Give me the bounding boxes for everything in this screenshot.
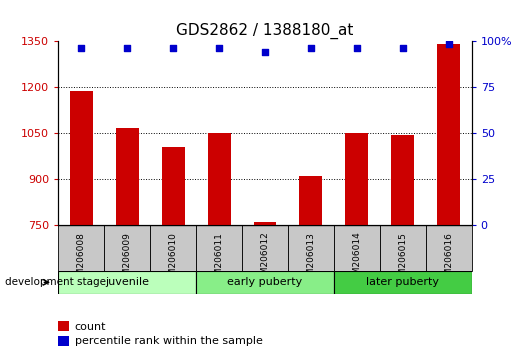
Bar bbox=[437, 44, 460, 225]
Point bbox=[77, 45, 85, 51]
FancyBboxPatch shape bbox=[196, 271, 334, 294]
Text: GSM206010: GSM206010 bbox=[169, 232, 178, 287]
Bar bbox=[346, 133, 368, 225]
Text: juvenile: juvenile bbox=[105, 277, 149, 287]
Text: count: count bbox=[75, 321, 107, 332]
Point bbox=[352, 45, 361, 51]
FancyBboxPatch shape bbox=[242, 225, 288, 271]
Text: early puberty: early puberty bbox=[227, 277, 303, 287]
Point bbox=[215, 45, 223, 51]
FancyBboxPatch shape bbox=[104, 225, 150, 271]
Text: GSM206014: GSM206014 bbox=[352, 232, 361, 286]
Text: GSM206016: GSM206016 bbox=[444, 232, 453, 287]
Text: percentile rank within the sample: percentile rank within the sample bbox=[75, 336, 263, 346]
FancyBboxPatch shape bbox=[150, 225, 196, 271]
FancyBboxPatch shape bbox=[58, 225, 104, 271]
FancyBboxPatch shape bbox=[334, 225, 380, 271]
Bar bbox=[58, 321, 68, 331]
Text: GSM206015: GSM206015 bbox=[399, 232, 407, 287]
Bar bbox=[391, 135, 414, 225]
Point bbox=[123, 45, 131, 51]
FancyBboxPatch shape bbox=[380, 225, 426, 271]
Point bbox=[307, 45, 315, 51]
Point bbox=[261, 49, 269, 55]
Text: development stage: development stage bbox=[5, 277, 107, 287]
Bar bbox=[162, 147, 184, 225]
FancyBboxPatch shape bbox=[288, 225, 334, 271]
Bar bbox=[253, 222, 277, 225]
Point bbox=[399, 45, 407, 51]
Text: GSM206012: GSM206012 bbox=[261, 232, 269, 286]
Bar bbox=[116, 128, 139, 225]
FancyBboxPatch shape bbox=[196, 225, 242, 271]
Bar bbox=[58, 336, 68, 346]
Point bbox=[169, 45, 178, 51]
Title: GDS2862 / 1388180_at: GDS2862 / 1388180_at bbox=[176, 23, 354, 39]
Text: GSM206008: GSM206008 bbox=[77, 232, 86, 287]
Point bbox=[445, 41, 453, 47]
Text: GSM206009: GSM206009 bbox=[123, 232, 131, 287]
FancyBboxPatch shape bbox=[58, 271, 196, 294]
Text: later puberty: later puberty bbox=[366, 277, 439, 287]
Bar bbox=[208, 133, 231, 225]
FancyBboxPatch shape bbox=[334, 271, 472, 294]
FancyBboxPatch shape bbox=[426, 225, 472, 271]
Bar bbox=[299, 176, 322, 225]
Text: GSM206013: GSM206013 bbox=[306, 232, 315, 287]
Text: GSM206011: GSM206011 bbox=[215, 232, 224, 287]
Bar bbox=[70, 91, 93, 225]
